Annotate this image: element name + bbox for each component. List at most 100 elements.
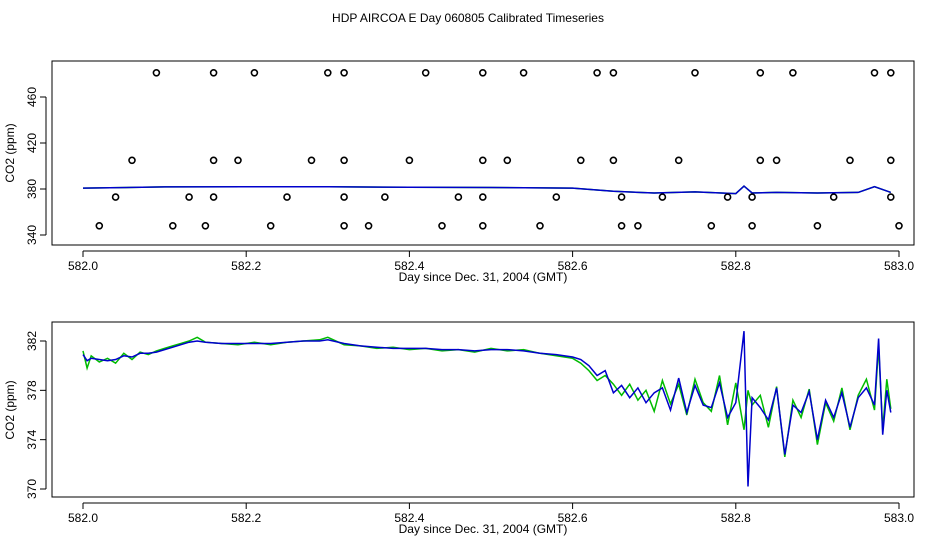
- data-point: [478, 193, 487, 201]
- data-point: [340, 156, 348, 165]
- data-point: [405, 156, 414, 165]
- data-point: [886, 156, 895, 165]
- bottom-co2-panel: 582.0 582.2 582.4 582.6 582.8 583.0 370 374 378…: [3, 321, 915, 536]
- data-point: [846, 156, 854, 165]
- y-tick-label: 420: [25, 133, 39, 153]
- x-tick-label: 582.8: [721, 511, 751, 525]
- top-co2-panel: 582.0 582.2 582.4 582.6 582.8 583.0 340 380 420…: [3, 60, 915, 284]
- series-line-1: [82, 185, 892, 195]
- data-point: [503, 156, 512, 165]
- plot-frame: [51, 321, 915, 498]
- point-layer: [95, 69, 903, 230]
- data-point: [756, 69, 765, 77]
- x-tick-label: 582.0: [68, 511, 98, 525]
- x-tick-label: 582.4: [394, 511, 424, 525]
- x-axis-label: Day since Dec. 31, 2004 (GMT): [399, 270, 568, 284]
- y-axis: 340 380 420 460: [25, 87, 47, 245]
- data-point: [617, 222, 626, 230]
- x-tick-label: 582.4: [394, 259, 424, 273]
- data-point: [438, 222, 446, 230]
- data-point: [707, 222, 716, 230]
- data-point: [609, 69, 618, 77]
- data-point: [111, 193, 120, 201]
- data-point: [576, 156, 585, 165]
- y-tick-label: 378: [25, 380, 39, 400]
- x-tick-label: 582.0: [68, 259, 98, 273]
- data-point: [723, 193, 732, 201]
- data-point: [323, 69, 332, 77]
- plot-frame: [51, 60, 915, 246]
- x-axis-label: Day since Dec. 31, 2004 (GMT): [399, 522, 568, 536]
- data-point: [185, 193, 193, 201]
- data-point: [307, 156, 316, 165]
- y-axis: 370 374 378 382: [25, 331, 47, 499]
- x-axis: 582.0 582.2 582.4 582.6 582.8 583.0: [68, 502, 914, 525]
- y-tick-label: 340: [25, 225, 39, 245]
- data-point: [886, 193, 895, 201]
- y-tick-label: 380: [25, 179, 39, 199]
- data-point: [634, 222, 642, 230]
- data-point: [201, 222, 210, 230]
- data-point: [609, 156, 618, 165]
- data-point: [95, 222, 104, 230]
- y-tick-label: 460: [25, 87, 39, 107]
- data-point: [813, 222, 822, 230]
- data-point: [478, 69, 487, 77]
- series-layer: [82, 185, 892, 195]
- data-point: [266, 222, 275, 230]
- data-point: [870, 69, 879, 77]
- data-point: [454, 193, 463, 201]
- y-tick-label: 374: [25, 429, 39, 449]
- data-point: [209, 69, 218, 77]
- chart-title: HDP AIRCOA E Day 060805 Calibrated Times…: [332, 11, 604, 25]
- data-point: [421, 69, 430, 77]
- y-axis-label: CO2 (ppm): [3, 123, 17, 182]
- data-point: [658, 193, 667, 201]
- data-point: [829, 193, 838, 201]
- data-point: [617, 193, 626, 201]
- data-point: [209, 156, 218, 165]
- data-point: [886, 69, 895, 77]
- data-point: [536, 222, 544, 230]
- x-tick-label: 582.6: [558, 259, 588, 273]
- data-point: [152, 69, 161, 77]
- data-point: [552, 193, 561, 201]
- data-point: [674, 156, 683, 165]
- x-tick-label: 582.8: [721, 259, 751, 273]
- data-point: [128, 156, 136, 165]
- x-tick-label: 583.0: [884, 511, 914, 525]
- data-point: [756, 156, 765, 165]
- data-point: [234, 156, 242, 165]
- y-axis-label: CO2 (ppm): [3, 380, 17, 439]
- data-point: [250, 69, 259, 77]
- x-tick-label: 582.2: [231, 511, 261, 525]
- data-point: [519, 69, 528, 77]
- data-point: [340, 222, 348, 230]
- series-layer: [82, 331, 892, 487]
- data-point: [169, 222, 177, 230]
- data-point: [340, 69, 348, 77]
- series-line-1: [82, 331, 892, 487]
- x-tick-label: 582.6: [558, 511, 588, 525]
- x-tick-label: 583.0: [884, 259, 914, 273]
- data-point: [748, 193, 756, 201]
- data-point: [478, 222, 487, 230]
- data-point: [340, 193, 348, 201]
- x-tick-label: 582.2: [231, 259, 261, 273]
- data-point: [364, 222, 373, 230]
- data-point: [209, 193, 218, 201]
- series-line-0: [82, 336, 892, 458]
- data-point: [478, 156, 487, 165]
- data-point: [895, 222, 903, 230]
- data-point: [789, 69, 797, 77]
- y-tick-label: 370: [25, 479, 39, 499]
- data-point: [283, 193, 291, 201]
- data-point: [691, 69, 699, 77]
- data-point: [772, 156, 781, 165]
- x-axis: 582.0 582.2 582.4 582.6 582.8 583.0: [68, 250, 914, 273]
- data-point: [593, 69, 601, 77]
- y-tick-label: 382: [25, 331, 39, 351]
- data-point: [381, 193, 389, 201]
- data-point: [748, 222, 756, 230]
